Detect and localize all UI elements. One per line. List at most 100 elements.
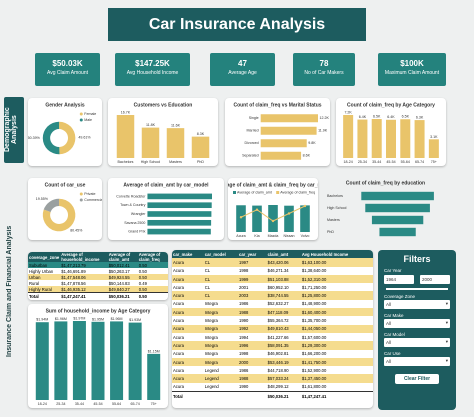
dropdown[interactable]: All ▾: [384, 337, 450, 347]
data-label: 9.8K: [308, 141, 316, 145]
total-cell: Total: [173, 393, 183, 399]
filter-label: Car Use: [384, 350, 401, 356]
table-cell: 1999: [238, 276, 249, 282]
dropdown-caret: ▾: [445, 301, 448, 306]
dropdown[interactable]: All ▾: [384, 356, 450, 366]
title: Car Insurance Analysis: [108, 8, 366, 41]
table-cell: $50,263.17: [108, 268, 130, 274]
table-cell: $53,446.19: [267, 359, 289, 365]
chart-title: Count of claim_freq vs Marital Status: [233, 102, 321, 108]
table-cell: $1,60,400.00: [301, 309, 327, 315]
chart-panel: Count of car_use 80.45% Private 19.55% Comme…: [28, 178, 104, 240]
table-cell: Highly Rural: [29, 286, 52, 292]
table-cell: 0.50: [138, 286, 147, 292]
kpi-label: Maximum Claim Amount: [384, 70, 440, 76]
x-tick-label: Acura: [236, 234, 245, 238]
table-cell: Legend: [204, 376, 219, 382]
table-cell: Integra: [204, 342, 218, 348]
table-cell: $1,44,050.00: [301, 326, 327, 332]
legend-swatch: [79, 192, 83, 196]
chart-title: Gender Analysis: [45, 102, 84, 108]
kpi-value: $100K: [400, 59, 424, 68]
x-tick-label: 18-24: [344, 160, 353, 164]
table-cell: 1992: [238, 326, 249, 332]
range-input[interactable]: 2000: [420, 275, 450, 284]
table-cell: Acura: [173, 259, 184, 265]
bar: [300, 205, 310, 232]
y-tick-label: Divorced: [245, 141, 259, 145]
table-cell: Highly Urban: [29, 268, 54, 274]
kpi-card: 47 Average Age: [210, 53, 275, 86]
legend-swatch: [276, 191, 280, 194]
total-cell: $50,036.21: [108, 294, 130, 300]
kpi-card: 78 No of Car Makers: [293, 53, 355, 86]
data-table: coverage_zone Average of household_income…: [28, 252, 168, 300]
table-cell: $50,144.83: [108, 280, 130, 286]
data-label: 11.9K: [318, 129, 328, 133]
dropdown[interactable]: All ▾: [384, 299, 450, 309]
data-label: $1.96M: [55, 317, 67, 321]
table-cell: $1,47,878.56: [61, 280, 86, 286]
table-cell: CL: [204, 259, 211, 265]
range-slider[interactable]: [386, 288, 448, 290]
data-label: 49.61%: [78, 136, 91, 140]
range-input[interactable]: 1964: [384, 275, 414, 284]
funnel-bar: [361, 191, 434, 201]
donut-slice: [42, 198, 76, 232]
table-cell: $1,52,900.00: [301, 367, 327, 373]
bar: [428, 139, 439, 158]
column-header: car_year: [237, 250, 267, 259]
column-header: Average of household_income: [60, 252, 108, 262]
data-label: 6.3K: [416, 116, 424, 120]
legend-label: Commercial: [84, 198, 102, 202]
x-tick-label: 75+: [151, 402, 157, 406]
table-cell: $47,118.09: [267, 309, 289, 315]
filter-label: Car Model: [384, 331, 405, 337]
table-row: Acura Integra 2000 $53,446.19 $1,41,750.00: [172, 357, 373, 367]
table-cell: $44,718.90: [267, 367, 289, 373]
chart-panel: Count of claim_freq by education Bachelor…: [325, 176, 446, 240]
bar: [141, 127, 160, 158]
bar: [72, 321, 86, 400]
x-tick-label: 35-44: [372, 160, 381, 164]
table-row: Acura Integra 1986 $52,632.27 $1,48,900.00: [172, 299, 373, 309]
table-row: Acura CL 2003 $38,744.55 $1,25,800.00: [172, 291, 373, 300]
table-cell: $1,52,310.00: [301, 276, 327, 282]
total-cell: $1,47,247.41: [61, 294, 86, 300]
table-cell: $49,810.43: [267, 326, 289, 332]
legend-swatch: [79, 198, 83, 202]
bar: [400, 119, 411, 158]
line-point: [255, 208, 259, 211]
y-tick-label: Grand Prix: [128, 230, 145, 234]
table-cell: 1986: [238, 301, 249, 307]
table-row: Acura CL 1999 $51,103.88 $1,52,310.00: [172, 274, 373, 284]
bar: [54, 321, 68, 400]
table-cell: Acura: [173, 276, 184, 282]
bar: [147, 228, 211, 235]
total-cell: $1,47,247.41: [301, 393, 327, 399]
legend-label: Male: [84, 118, 92, 122]
dropdown[interactable]: All ▾: [384, 318, 450, 328]
table-cell: 2003: [238, 293, 249, 299]
chart-panel: Sum of household_income by Age Category $…: [28, 304, 168, 408]
data-label: 11.8K: [146, 123, 156, 127]
x-tick-label: 55-64: [401, 160, 410, 164]
filter-panel: Filters Car Year 1964 2000 Coverage Zone All ▾…: [378, 250, 456, 410]
table-cell: 1996: [238, 342, 249, 348]
table-cell: $55,364.72: [267, 318, 289, 324]
funnel-bar: [371, 215, 424, 225]
x-tick-label: Masters: [169, 160, 182, 164]
data-label: 6.4K: [359, 115, 367, 119]
table-cell: Integra: [204, 359, 218, 365]
clear-button[interactable]: Clear Filter: [395, 373, 439, 384]
dropdown-value: All: [386, 320, 392, 326]
x-tick-label: Nissan: [284, 234, 295, 238]
chart-panel: Count of claim_freq by Age Category 7.2K 1…: [336, 98, 446, 166]
x-tick-label: 18-24: [38, 402, 47, 406]
chart: Count of claim_freq by Age Category 7.2K 1…: [343, 102, 439, 164]
table-row: Acura Legend 1990 $48,299.12 $1,61,800.00: [172, 382, 373, 392]
total-row: Total $1,47,247.41 $50,036.21 0.50: [28, 292, 168, 300]
table-cell: $38,744.55: [267, 293, 289, 299]
category-label: Bachelors: [327, 194, 343, 198]
